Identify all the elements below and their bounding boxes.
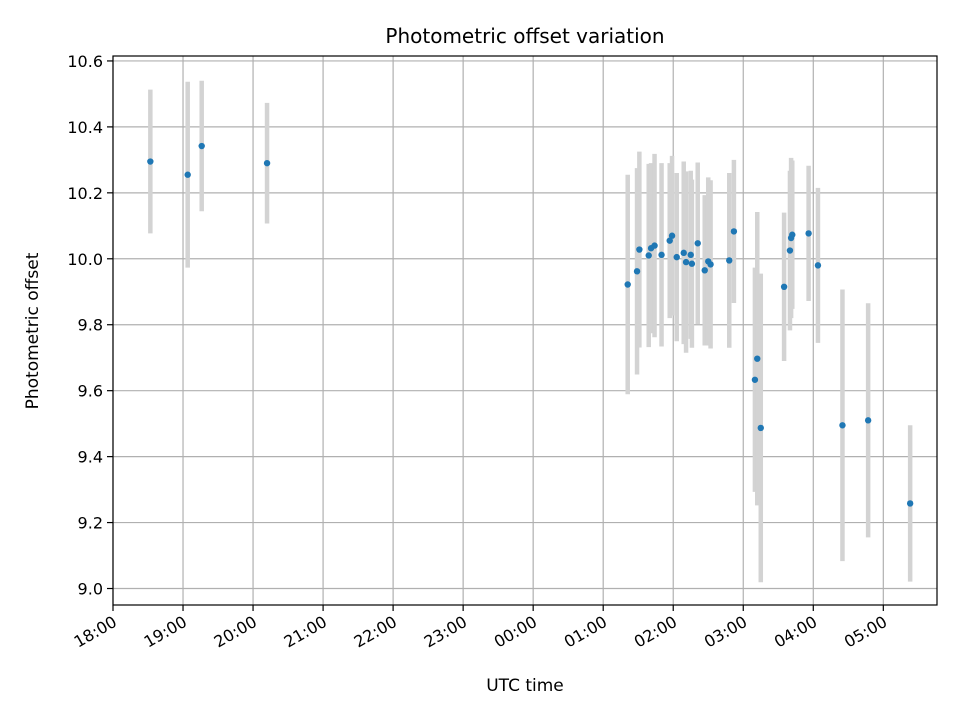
y-tick-label: 10.0 bbox=[67, 250, 103, 269]
data-point bbox=[645, 252, 652, 259]
chart-title: Photometric offset variation bbox=[385, 24, 664, 48]
data-point bbox=[263, 159, 271, 167]
data-point bbox=[730, 228, 738, 235]
y-tick-label: 9.2 bbox=[78, 514, 103, 533]
data-point bbox=[666, 237, 673, 244]
data-point bbox=[839, 422, 846, 429]
y-tick-label: 9.4 bbox=[78, 448, 103, 467]
data-point bbox=[687, 251, 694, 259]
data-point bbox=[651, 242, 658, 249]
data-point bbox=[633, 268, 641, 275]
data-point bbox=[658, 251, 665, 259]
y-axis-ticks: 9.0 9.2 9.4 9.6 9.8 10.0 10.2 10.4 10.6 bbox=[67, 52, 113, 599]
data-point bbox=[624, 281, 631, 288]
data-point bbox=[694, 240, 701, 247]
grid bbox=[112, 56, 937, 605]
data-point bbox=[184, 171, 191, 178]
y-tick-label: 10.4 bbox=[67, 118, 103, 137]
x-axis-label: UTC time bbox=[486, 676, 564, 696]
data-point bbox=[707, 261, 714, 268]
data-point bbox=[688, 260, 696, 267]
data-point bbox=[780, 283, 788, 291]
data-points bbox=[147, 142, 914, 507]
data-point bbox=[789, 231, 796, 238]
data-point bbox=[754, 355, 761, 362]
y-axis-label: Photometric offset bbox=[23, 252, 43, 409]
data-point bbox=[668, 232, 676, 239]
y-tick-label: 9.8 bbox=[78, 316, 103, 335]
data-point bbox=[701, 267, 708, 274]
data-point bbox=[198, 142, 205, 150]
data-point bbox=[864, 417, 872, 424]
y-tick-label: 9.6 bbox=[78, 382, 103, 401]
data-point bbox=[814, 262, 822, 269]
data-point bbox=[682, 258, 690, 266]
data-point bbox=[906, 500, 914, 507]
y-tick-label: 9.0 bbox=[78, 580, 103, 599]
data-point bbox=[636, 246, 643, 253]
plot-frame bbox=[112, 55, 938, 606]
data-point bbox=[673, 253, 680, 261]
data-point bbox=[726, 257, 733, 264]
data-point bbox=[147, 158, 154, 165]
data-point bbox=[680, 249, 687, 257]
data-point bbox=[786, 247, 794, 254]
data-point bbox=[757, 424, 764, 432]
data-point bbox=[805, 230, 812, 237]
y-tick-label: 10.2 bbox=[67, 184, 103, 203]
y-tick-label: 10.6 bbox=[67, 52, 103, 71]
data-point bbox=[751, 376, 759, 383]
